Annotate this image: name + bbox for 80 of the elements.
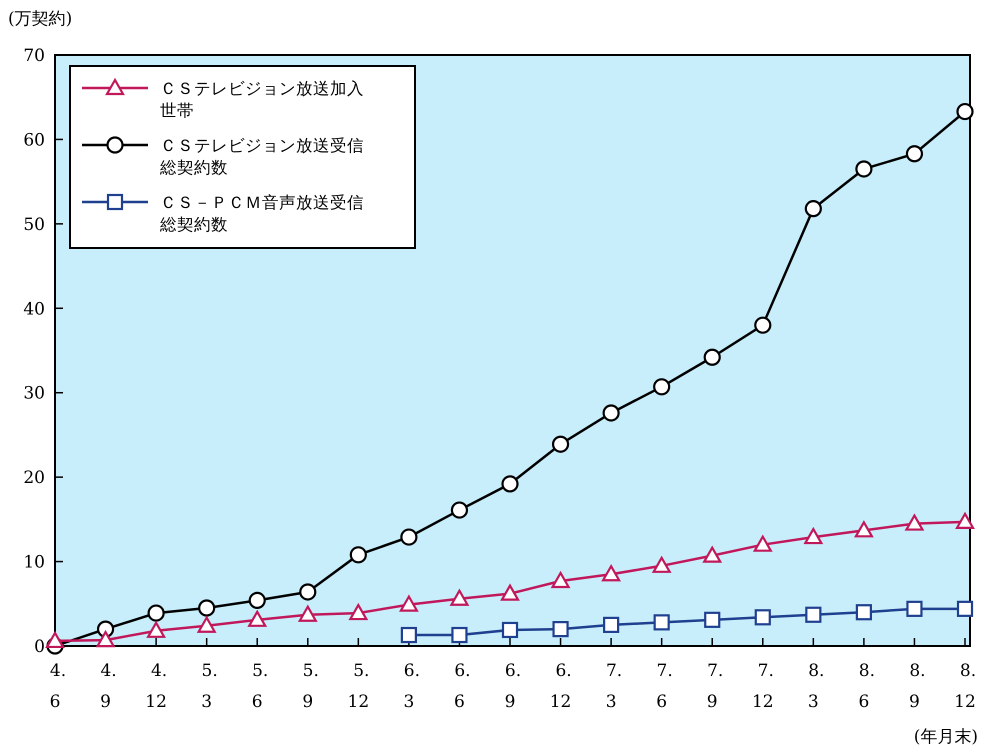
point <box>198 599 216 617</box>
x-tick-label: 8. 6 <box>858 661 876 712</box>
y-tick-label: 40 <box>23 299 45 320</box>
point <box>805 606 822 623</box>
x-tick-label: 8. 9 <box>909 661 926 712</box>
point <box>298 606 317 622</box>
x-tick-label: 5. 6 <box>252 661 268 712</box>
point <box>956 512 974 529</box>
x-tick-label: 4. 9 <box>100 661 117 712</box>
point <box>704 612 720 628</box>
point <box>906 600 923 617</box>
y-tick-label: 50 <box>23 214 45 235</box>
point <box>956 600 974 617</box>
point <box>754 316 772 334</box>
x-tick-label: 6. 9 <box>504 661 522 712</box>
point <box>400 626 417 644</box>
point <box>654 614 670 630</box>
x-tick-label: 4. 6 <box>50 661 66 712</box>
point <box>804 528 822 544</box>
y-tick-label: 20 <box>23 468 45 488</box>
x-tick-label: 8. 3 <box>808 661 824 712</box>
point <box>552 621 569 638</box>
y-tick-label: 0 <box>34 637 45 657</box>
y-axis-title: (万契約) <box>8 9 72 29</box>
y-tick-label: 70 <box>23 46 45 66</box>
point <box>96 630 115 648</box>
point <box>855 160 872 178</box>
point <box>956 102 974 120</box>
x-tick-label: 7. 6 <box>656 661 673 712</box>
point <box>349 604 368 620</box>
point <box>198 616 216 633</box>
x-tick-label: 4. 12 <box>145 661 168 712</box>
point <box>905 514 924 531</box>
point <box>450 501 468 519</box>
point <box>602 404 620 422</box>
x-tick-label: 5. 12 <box>348 661 370 712</box>
legend-label: ＣＳテレビジョン放送加入世帯 <box>160 79 364 120</box>
x-tick-label: 7. 12 <box>752 661 774 712</box>
point <box>248 592 266 610</box>
point <box>148 604 165 622</box>
legend-label: ＣＳ－ＰＣＭ音声放送受信総契約数 <box>159 193 364 234</box>
x-tick-label: 7. 3 <box>606 661 622 712</box>
point <box>350 546 367 564</box>
legend-label: ＣＳテレビジョン放送受信総契約数 <box>159 136 364 177</box>
point <box>754 609 771 626</box>
x-tick-label: 6. 6 <box>454 661 471 712</box>
point <box>502 622 518 638</box>
y-tick-label: 60 <box>23 130 45 150</box>
point <box>400 528 418 546</box>
point <box>703 546 722 563</box>
x-tick-label: 5. 9 <box>302 661 319 712</box>
y-tick-label: 30 <box>23 384 45 404</box>
point <box>653 378 670 396</box>
x-tick-label: 5. 3 <box>201 661 218 712</box>
point <box>906 145 924 162</box>
y-tick-label: 10 <box>23 552 45 573</box>
point <box>704 348 721 366</box>
point <box>652 556 671 573</box>
x-tick-label: 7. 9 <box>706 661 724 712</box>
point <box>500 584 520 601</box>
point <box>603 616 620 633</box>
point <box>248 610 266 627</box>
x-tick-label: 6. 3 <box>403 661 420 712</box>
point <box>854 521 873 538</box>
x-tick-label: 6. 12 <box>550 661 572 712</box>
point <box>551 572 570 588</box>
point <box>804 200 822 218</box>
point <box>450 590 469 606</box>
x-axis-title: (年月末) <box>914 727 978 747</box>
point <box>856 604 872 620</box>
point <box>602 565 620 582</box>
point <box>299 583 316 601</box>
x-tick-label: 8. 12 <box>954 661 976 712</box>
point <box>754 536 772 552</box>
point <box>552 436 570 453</box>
point <box>400 596 418 612</box>
point <box>147 622 166 638</box>
point <box>501 475 519 492</box>
point <box>46 632 64 648</box>
point <box>451 626 468 644</box>
